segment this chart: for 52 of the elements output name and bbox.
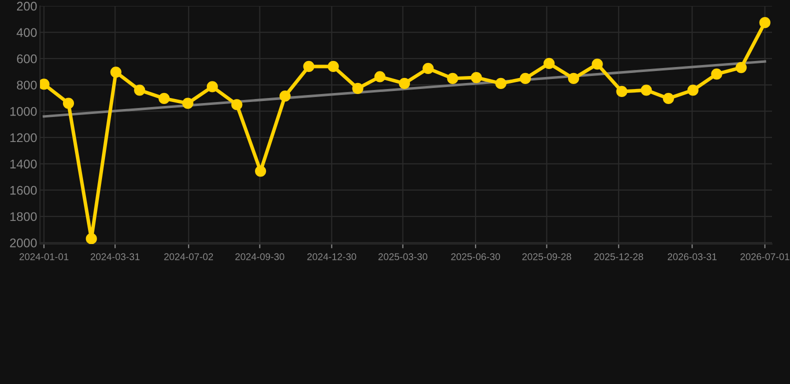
x-tick-label: 2026-07-01 xyxy=(740,253,790,260)
x-tick-label: 2025-09-28 xyxy=(522,253,572,260)
point xyxy=(182,98,194,109)
point xyxy=(687,84,699,96)
y-tick-label: 800 xyxy=(16,80,37,90)
point xyxy=(736,62,747,74)
point xyxy=(662,92,674,104)
point xyxy=(711,68,722,80)
y-tick-label: 200 xyxy=(17,2,37,11)
point xyxy=(158,92,170,104)
point xyxy=(495,78,506,90)
point xyxy=(544,58,555,70)
x-tick-label: 2024-12-30 xyxy=(307,253,356,260)
x-tick-label: 2024-03-31 xyxy=(90,253,140,260)
point xyxy=(231,99,242,110)
x-tick-label: 2026-03-31 xyxy=(668,253,717,260)
x-tick-label: 2025-12-28 xyxy=(594,253,644,260)
point xyxy=(328,60,339,72)
x-tick-label: 2024-09-30 xyxy=(235,253,284,260)
y-tick-label: 400 xyxy=(16,28,37,37)
point xyxy=(640,84,652,96)
point xyxy=(280,90,291,102)
point xyxy=(134,84,146,96)
y-tick-label: 1600 xyxy=(10,186,37,195)
x-tick-label: 2024-01-01 xyxy=(20,253,68,260)
y-tick-label: 1400 xyxy=(10,160,37,168)
y-tick-label: 2000 xyxy=(10,238,37,248)
point xyxy=(422,62,434,74)
x-tick-label: 2024-07-02 xyxy=(164,253,213,260)
point xyxy=(86,233,97,244)
point xyxy=(374,71,386,82)
point xyxy=(398,78,410,90)
y-tick-label: 1200 xyxy=(10,133,37,142)
point xyxy=(206,81,218,92)
point xyxy=(40,78,50,90)
point xyxy=(303,60,314,72)
point xyxy=(592,58,603,70)
point xyxy=(568,72,580,84)
point xyxy=(62,98,74,109)
point xyxy=(447,72,458,84)
point xyxy=(520,72,531,84)
y-tick-label: 1000 xyxy=(10,106,37,116)
y-tick-label: 600 xyxy=(17,54,37,64)
point xyxy=(759,17,770,28)
point xyxy=(470,72,482,84)
point xyxy=(616,86,628,98)
x-tick-label: 2025-06-30 xyxy=(451,253,500,260)
point xyxy=(110,66,122,78)
y-tick-label: 1800 xyxy=(10,212,37,222)
point xyxy=(254,166,266,177)
point xyxy=(352,82,364,94)
x-tick-label: 2025-03-30 xyxy=(378,253,428,260)
